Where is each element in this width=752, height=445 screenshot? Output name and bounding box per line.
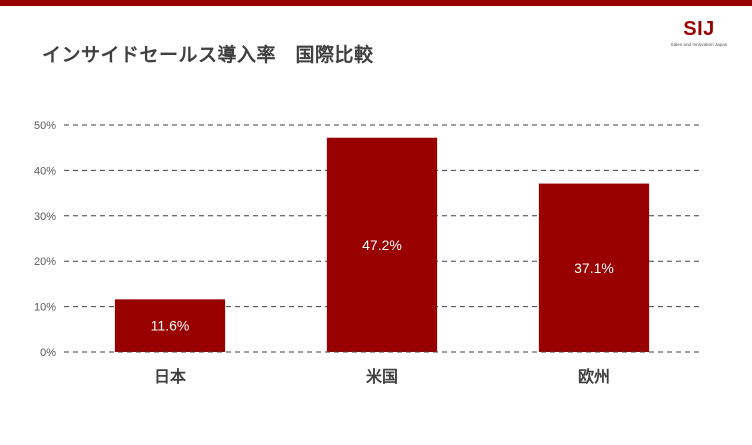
x-tick-label: 欧州 [578,367,610,386]
x-axis-ticks: 日本 米国 欧州 [154,367,610,386]
logo-tagline: Sales and Innovation Japan [670,42,728,47]
top-accent-bar [0,0,752,6]
bar-2 [538,183,650,352]
y-axis-ticks: 0% 10% 20% 30% 40% 50% [34,120,56,359]
bar-1 [326,137,438,352]
y-tick-label: 10% [34,302,56,314]
y-tick-label: 30% [34,211,56,223]
data-label: 11.6% [151,318,190,334]
bar-0 [114,299,226,352]
data-label: 37.1% [574,260,614,276]
y-tick-label: 20% [34,256,56,268]
y-tick-label: 50% [34,120,56,132]
sij-logo: SIJ Sales and Innovation Japan [666,18,732,58]
logo-mark: SIJ [683,18,715,40]
y-tick-label: 0% [40,347,56,359]
x-tick-label: 米国 [366,367,398,386]
data-label: 47.2% [362,237,402,253]
bars [114,137,650,352]
data-labels: 11.6% 47.2% 37.1% [64,237,700,353]
slide-title: インサイドセールス導入率 国際比較 [42,44,374,66]
x-tick-label: 日本 [154,367,186,386]
y-tick-label: 40% [34,165,56,177]
